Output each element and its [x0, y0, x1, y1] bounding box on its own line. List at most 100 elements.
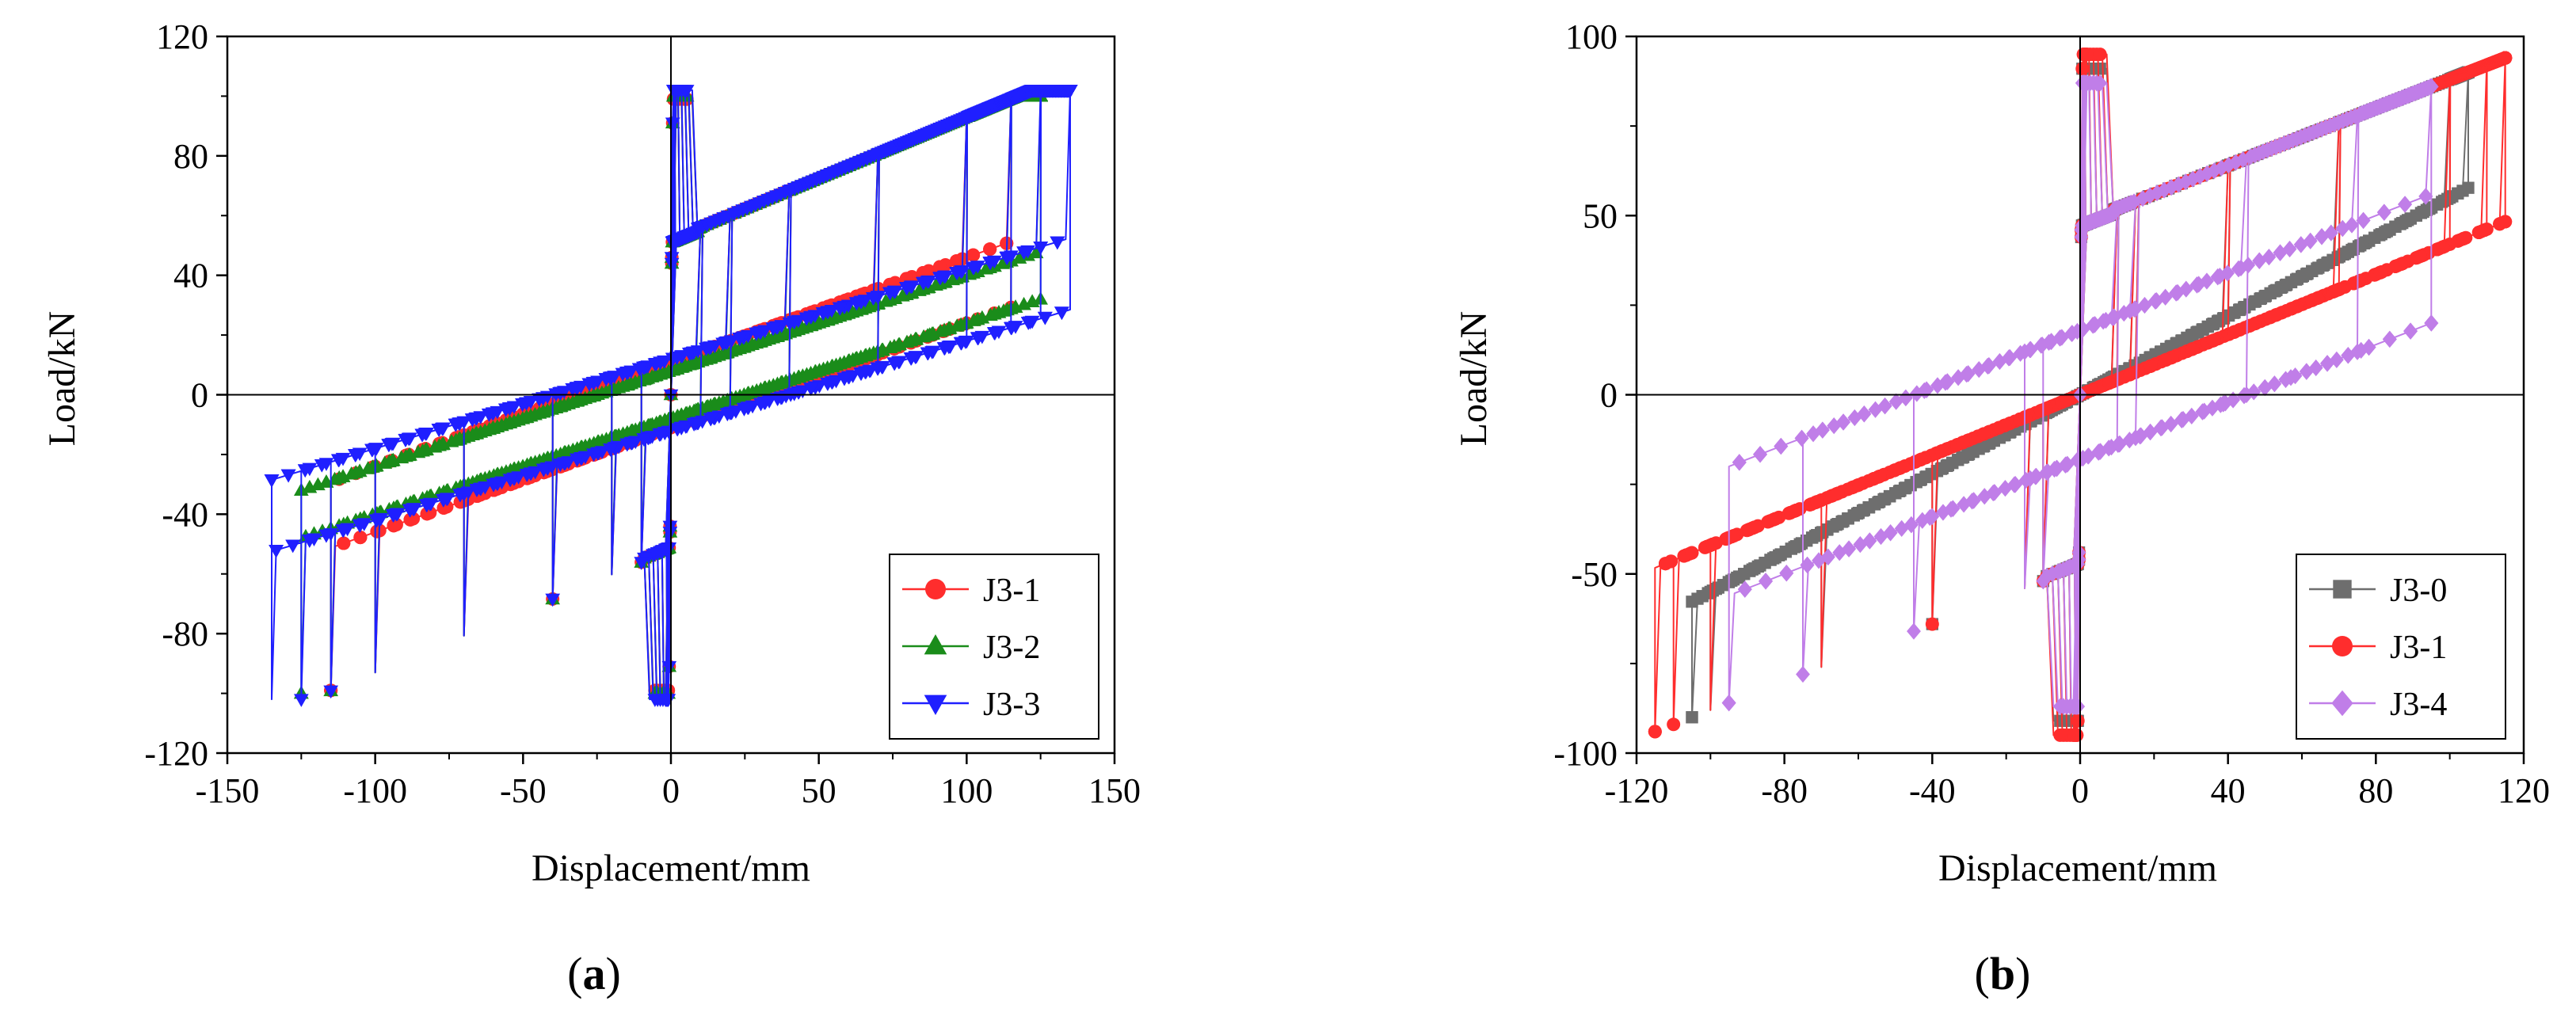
data-point: [2195, 403, 2210, 420]
data-point: [2243, 318, 2258, 333]
data-point: [1820, 548, 1835, 565]
data-point: [1774, 437, 1789, 455]
data-point: [1862, 532, 1877, 550]
data-point: [1925, 508, 1940, 526]
data-point: [1972, 360, 1987, 379]
data-point: [285, 539, 301, 554]
data-point: [700, 398, 716, 413]
data-point: [2376, 204, 2391, 221]
x-tick-label: -120: [1605, 771, 1669, 810]
data-point: [1827, 417, 1842, 435]
data-point: [352, 519, 368, 533]
data-point: [2171, 176, 2186, 193]
data-point: [1981, 357, 1996, 375]
data-point: [887, 357, 902, 371]
data-point: [581, 378, 597, 392]
data-point: [264, 474, 280, 488]
legend-label: J3-2: [983, 630, 1040, 666]
x-tick-label: -150: [196, 771, 260, 810]
legend-marker: [2331, 690, 2353, 717]
data-point: [1842, 540, 1857, 557]
data-point: [2477, 223, 2491, 238]
data-point: [1925, 617, 1939, 631]
series-j3-4: [1721, 74, 2439, 715]
data-point: [2054, 714, 2067, 727]
data-point: [2102, 376, 2116, 390]
data-point: [664, 257, 680, 272]
data-point: [502, 474, 518, 488]
data-point: [535, 463, 551, 478]
x-tick-label: 150: [1088, 771, 1141, 810]
data-point: [2079, 74, 2094, 92]
data-point: [1648, 725, 1662, 739]
data-point: [2143, 359, 2158, 373]
data-point: [2284, 276, 2298, 289]
y-tick-label: 100: [1565, 17, 1618, 56]
data-point: [782, 317, 798, 331]
data-point: [983, 257, 998, 270]
data-point: [2206, 333, 2220, 348]
data-point: [1987, 484, 2002, 501]
y-tick-label: -120: [144, 734, 208, 773]
data-point: [452, 489, 468, 503]
data-point: [2237, 387, 2251, 405]
data-point: [2189, 276, 2204, 294]
data-point: [699, 342, 714, 356]
data-point: [2246, 383, 2262, 401]
data-point: [524, 455, 539, 470]
data-point: [647, 694, 663, 707]
data-point: [2071, 713, 2085, 728]
data-point: [749, 327, 764, 341]
data-point: [2389, 220, 2402, 233]
data-point: [891, 337, 906, 351]
data-point: [1779, 565, 1794, 582]
data-point: [2185, 170, 2201, 188]
data-point: [1810, 495, 1824, 509]
data-point: [932, 260, 947, 274]
legend-label: J3-1: [2390, 630, 2447, 666]
data-point: [2066, 557, 2081, 575]
data-point: [2049, 459, 2064, 477]
data-point: [2262, 248, 2277, 266]
data-point: [1940, 373, 1955, 390]
data-point: [615, 367, 631, 382]
data-point: [703, 350, 718, 364]
data-point: [673, 407, 689, 421]
data-point: [657, 694, 673, 707]
data-point: [280, 469, 296, 483]
data-point: [848, 351, 863, 365]
data-point: [1873, 470, 1887, 484]
data-point: [1956, 436, 1970, 450]
data-point: [2213, 396, 2228, 413]
data-point: [385, 452, 401, 466]
data-point: [987, 327, 1003, 341]
data-point: [318, 474, 334, 488]
data-point: [1685, 546, 1699, 560]
data-point: [2306, 264, 2319, 278]
data-point: [724, 391, 739, 405]
data-point: [966, 248, 981, 262]
data-point: [2029, 467, 2044, 485]
data-point: [1721, 694, 1736, 712]
data-point: [403, 512, 417, 527]
data-point: [1868, 498, 1881, 511]
data-point: [464, 413, 480, 428]
data-point: [949, 266, 965, 280]
data-point: [647, 548, 663, 561]
data-point: [1686, 711, 1698, 724]
data-point: [2065, 325, 2079, 342]
data-point: [2398, 196, 2412, 213]
data-point: [920, 347, 936, 361]
legend-label: J3-1: [983, 573, 1040, 609]
panel-label-b: (b): [1975, 948, 2031, 999]
data-point: [353, 531, 368, 545]
series-j3-1: [1648, 48, 2513, 742]
data-point: [720, 408, 735, 421]
data-point: [2311, 291, 2325, 305]
data-point: [1794, 429, 1809, 447]
data-point: [686, 418, 702, 432]
data-point: [1851, 478, 1865, 492]
legend: J3-0J3-1J3-4: [2296, 554, 2506, 740]
